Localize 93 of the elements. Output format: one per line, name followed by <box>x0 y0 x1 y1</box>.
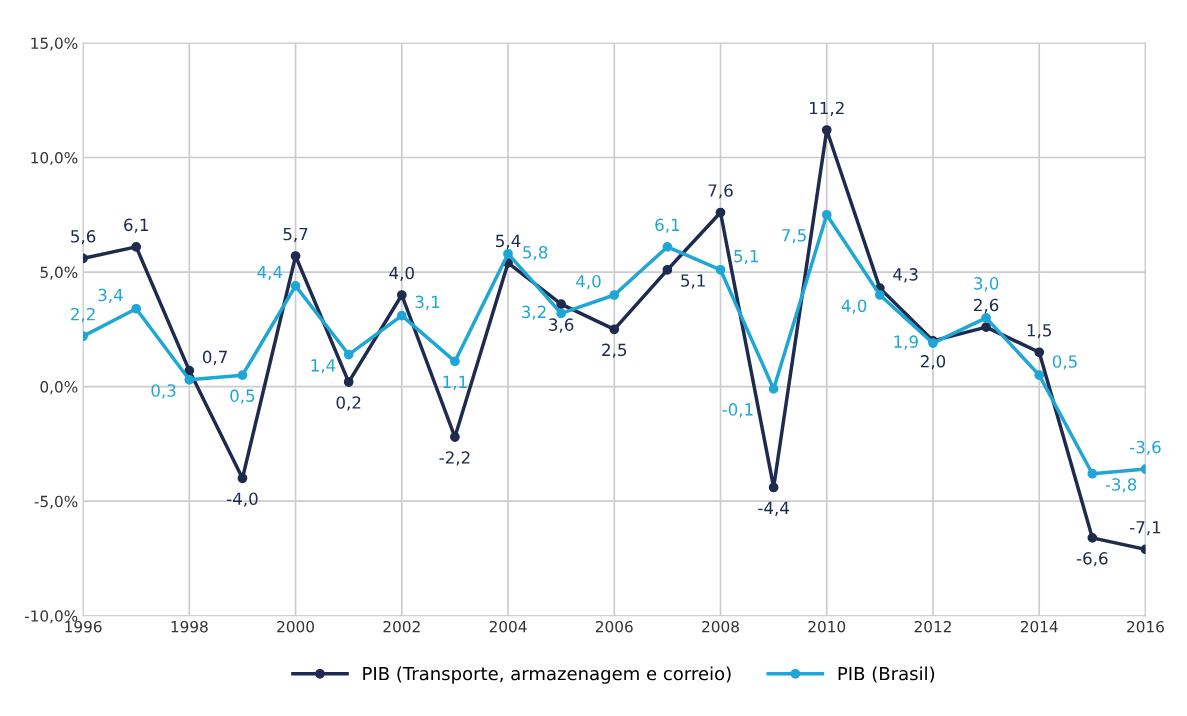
data-label: 5,1 <box>681 274 705 289</box>
point <box>556 308 567 319</box>
data-label: 2,6 <box>974 298 999 314</box>
data-label: 0,5 <box>1052 355 1077 370</box>
point <box>715 264 726 275</box>
x-tick-label: 2004 <box>489 620 527 633</box>
point <box>875 290 885 300</box>
data-label: 5,7 <box>283 227 308 243</box>
point <box>821 209 832 220</box>
point <box>609 324 620 335</box>
data-label: 6,1 <box>655 218 680 233</box>
y-tick-label: 5,0% <box>40 266 78 280</box>
point <box>768 384 779 394</box>
point <box>768 482 779 493</box>
data-label: 1,1 <box>443 375 467 390</box>
point <box>184 365 195 376</box>
x-tick-label: 2014 <box>1020 620 1058 633</box>
y-tick-label: 15,0% <box>31 37 78 51</box>
point <box>450 356 460 367</box>
x-tick-label: 2010 <box>808 620 846 633</box>
data-label: 0,2 <box>336 396 361 411</box>
point <box>290 251 301 261</box>
point <box>662 264 673 275</box>
point <box>1034 347 1045 358</box>
data-label: 5,1 <box>734 250 758 265</box>
y-tick-label: 10,0% <box>31 151 78 166</box>
x-tick-label: 2000 <box>277 620 314 633</box>
point <box>503 248 513 259</box>
point <box>396 290 407 300</box>
data-label: 5,6 <box>71 230 96 245</box>
point <box>1087 468 1098 479</box>
data-label: 3,6 <box>549 318 574 333</box>
data-label: 5,4 <box>496 234 521 249</box>
point <box>609 290 620 300</box>
data-label: 5,8 <box>523 245 548 261</box>
point <box>556 299 567 310</box>
data-label: 4,0 <box>576 274 601 290</box>
point <box>1087 532 1098 543</box>
data-label: -4,0 <box>227 492 258 507</box>
data-label: 3,2 <box>522 305 546 320</box>
data-label: -3,8 <box>1105 478 1137 493</box>
x-tick-label: 2008 <box>702 620 739 633</box>
x-tick-label: 2006 <box>595 620 633 633</box>
y-tick-label: -5,0% <box>34 495 78 509</box>
data-label: 0,3 <box>151 384 176 399</box>
point <box>1034 370 1045 381</box>
data-label: -0,1 <box>722 403 753 418</box>
data-label: 2,0 <box>920 355 946 370</box>
x-tick-label: 1998 <box>171 620 208 633</box>
point <box>131 303 142 314</box>
data-label: 7,6 <box>708 184 733 199</box>
point <box>237 370 248 381</box>
point <box>981 313 991 323</box>
data-label: 4,4 <box>257 266 283 281</box>
data-label: 0,5 <box>230 389 255 404</box>
data-label: 1,9 <box>894 335 918 350</box>
data-label: 3,4 <box>98 288 123 304</box>
point <box>237 473 248 484</box>
point <box>715 207 726 218</box>
data-label: 4,0 <box>389 266 414 281</box>
legend-label: PIB (Transporte, armazenagem e correio) <box>363 666 731 684</box>
data-label: 11,2 <box>810 101 844 116</box>
legend-label: PIB (Brasil) <box>838 666 935 683</box>
data-label: -4,4 <box>758 501 789 516</box>
data-label: 3,0 <box>974 277 999 292</box>
point <box>343 377 354 387</box>
data-label: -3,6 <box>1130 440 1161 456</box>
data-label: 1,5 <box>1027 324 1052 339</box>
x-tick-label: 2016 <box>1127 620 1164 633</box>
data-label: 1,4 <box>311 359 336 374</box>
data-label: 6,1 <box>124 218 148 233</box>
data-label: 3,1 <box>415 295 440 310</box>
x-tick-label: 2002 <box>383 620 420 633</box>
point <box>290 280 301 291</box>
data-label: 7,5 <box>782 229 806 244</box>
data-label: -2,2 <box>439 451 470 466</box>
point <box>184 374 195 385</box>
x-tick-label: 2012 <box>914 620 951 633</box>
data-label: 0,7 <box>202 350 227 365</box>
point <box>343 349 354 360</box>
point <box>821 125 832 135</box>
data-label: 2,2 <box>71 307 95 323</box>
data-label: -7,1 <box>1130 521 1161 536</box>
data-label: 4,3 <box>893 268 918 283</box>
data-label: -6,6 <box>1076 552 1108 567</box>
y-tick-label: 0,0% <box>40 381 78 395</box>
point <box>981 322 991 332</box>
point <box>131 242 142 252</box>
data-label: 4,0 <box>841 299 867 314</box>
point <box>450 432 460 442</box>
point <box>396 310 407 321</box>
data-label: 2,5 <box>602 343 627 358</box>
point <box>662 242 673 252</box>
